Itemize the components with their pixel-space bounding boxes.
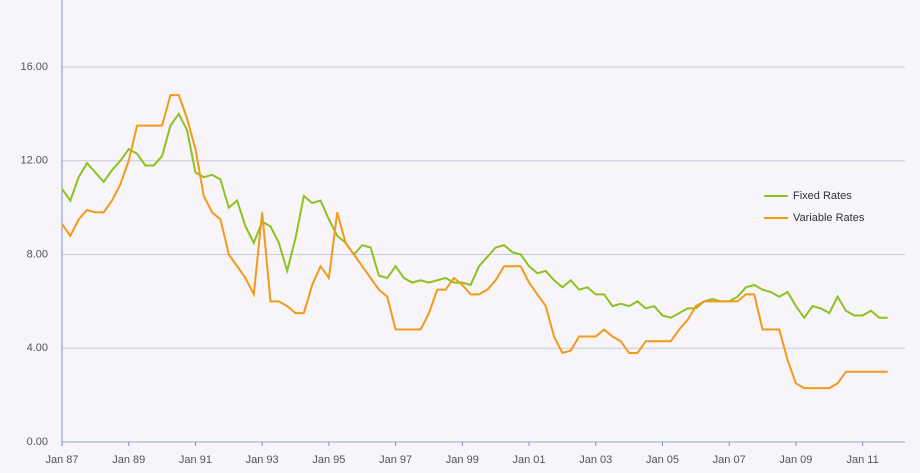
y-tick-label: 12.00 bbox=[20, 155, 48, 167]
x-tick-label: Jan 05 bbox=[646, 454, 679, 466]
x-tick-label: Jan 07 bbox=[713, 454, 746, 466]
x-tick-label: Jan 09 bbox=[779, 454, 812, 466]
x-tick-label: Jan 97 bbox=[379, 454, 412, 466]
x-tick-label: Jan 99 bbox=[446, 454, 479, 466]
y-tick-label: 8.00 bbox=[27, 248, 48, 260]
x-tick-label: Jan 11 bbox=[847, 454, 879, 466]
x-tick-label: Jan 01 bbox=[513, 454, 546, 466]
x-tick-label: Jan 87 bbox=[45, 454, 78, 466]
line-series bbox=[61, 94, 888, 390]
y-tick-label: 0.00 bbox=[27, 436, 48, 448]
x-tick-label: Jan 95 bbox=[312, 454, 345, 466]
x-tick-label: Jan 93 bbox=[246, 454, 279, 466]
legend-label: Variable Rates bbox=[793, 212, 865, 224]
x-tick-label: Jan 89 bbox=[112, 454, 145, 466]
x-tick-label: Jan 03 bbox=[579, 454, 612, 466]
legend-label: Fixed Rates bbox=[793, 190, 852, 202]
y-tick-label: 16.00 bbox=[20, 61, 48, 73]
x-tick-label: Jan 91 bbox=[179, 454, 212, 466]
y-tick-label: 4.00 bbox=[27, 342, 48, 354]
